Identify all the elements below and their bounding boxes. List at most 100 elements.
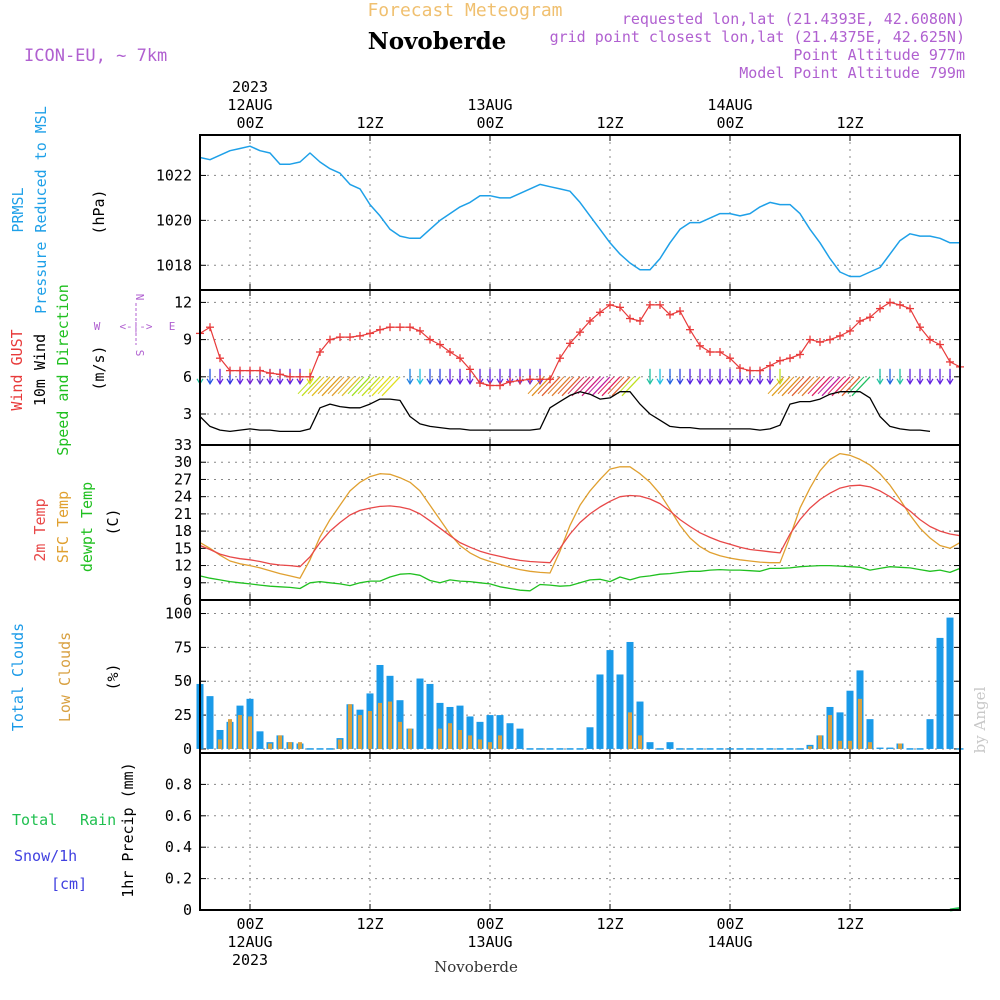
wind-barb [357,376,375,395]
clouds-ytick-label: 50 [174,672,192,690]
clouds-ytick-label: 75 [174,638,192,656]
wind-barb-head [246,378,254,385]
wind-barb [811,376,831,397]
total-cloud-bar [596,674,604,749]
low-cloud-bar [228,719,232,749]
wind-barb-head [886,378,894,385]
low-cloud-bar [638,735,642,749]
wind-barb [341,376,361,397]
pressure-label-unit: (hPa) [90,189,108,234]
cloud-label-unit: (%) [104,663,122,690]
wind-barb-head [666,378,674,385]
low-cloud-bar [248,716,252,749]
low-cloud-bar [348,704,352,749]
wind-barb [567,376,585,395]
total-cloud-bar [496,715,504,749]
low-cloud-bar [498,735,502,749]
total-cloud-bar [516,728,524,749]
wind-barb [577,376,595,395]
wind-barb-head [726,378,734,385]
low-cloud-bar [298,742,302,749]
precip-label-total: Total [12,811,57,829]
wind-barb-head [536,378,544,385]
wind-barb [587,376,605,395]
low-cloud-bar [408,728,412,749]
low-cloud-bar [488,742,492,749]
footer-location: Novoberde [434,958,518,976]
total-cloud-bar [866,719,874,749]
wind-compass: N S W E <-|-> [94,294,176,357]
wind-barb-head [926,378,934,385]
wind-barb [381,376,401,397]
requested-coords: requested lon,lat (21.4393E, 42.6080N) [622,10,965,28]
wind-barb [307,376,325,395]
wind-barb-head [416,378,424,385]
temp-ytick-label: 18 [174,522,192,540]
total-cloud-bar [206,696,214,749]
total-cloud-bar [486,715,494,749]
wind-barb-head [446,378,454,385]
clouds-ytick-label: 25 [174,706,192,724]
total-cloud-bar [836,712,844,749]
total-cloud-bar [466,716,474,749]
wind-barb [331,376,351,397]
low-cloud-bar [438,728,442,749]
wind-barb [547,376,565,395]
wind-barb-head [676,378,684,385]
wind-barb [617,376,635,395]
wind-barb [347,376,365,395]
wind-barb [351,376,371,397]
wind-barb-head [756,378,764,385]
low-cloud-bar [268,743,272,749]
wind-barb-head [456,378,464,385]
wind-label-dir: Speed and Direction [54,284,72,456]
low-cloud-bar [368,711,372,749]
total-cloud-bar [616,674,624,749]
temp-label-2m: 2m Temp [31,498,49,561]
bottom-time-label: 00Z [476,915,503,933]
wind-ytick-label: 9 [183,331,192,349]
precip-label-unit: 1hr Precip (mm) [119,762,137,897]
top-time-label: 00Z [236,114,263,132]
total-cloud-bar [416,678,424,749]
wind-barb [767,376,785,395]
wind-barb-head [736,378,744,385]
wind-barb-head [716,378,724,385]
total-cloud-bar [946,617,954,749]
wind-barb [837,376,855,395]
total-cloud-bar [636,701,644,749]
temp-label-dewpt: dewpt Temp [78,482,96,572]
wind-barb [771,376,791,397]
wind-barb-head [906,378,914,385]
compass-cross: <-|-> [119,320,152,333]
low-cloud-bar [898,743,902,749]
wind-barb-head [686,378,694,385]
temp-label-sfc: SFC Temp [54,491,72,563]
total-cloud-bar [886,747,894,749]
low-cloud-bar [808,746,812,749]
sfc-temp-line [199,452,961,579]
wind-ytick-label: 3 [183,405,192,423]
low-cloud-bar [478,739,482,749]
wind-barb [787,376,805,395]
chart-title: Forecast Meteogram [367,0,562,21]
wind-barb [561,376,581,397]
wind-barb [337,376,355,395]
wind-barb [777,376,795,395]
gust-line [199,301,961,387]
wind-barb [821,376,841,397]
temp-ytick-label: 12 [174,557,192,575]
pressure-frame [199,134,961,291]
wind-barb-head [256,378,264,385]
precip-frame [199,752,961,911]
temp-ytick-label: 24 [174,488,192,506]
bottom-time-label: 12Z [356,915,383,933]
cloud-label-low: Low Clouds [56,632,74,722]
wind-barb-head [696,378,704,385]
wind-barb-head [286,378,294,385]
temp-label-unit: (C) [104,508,122,535]
wind-barb-head [936,378,944,385]
wind-barb [551,376,571,397]
wind-barb [827,376,845,395]
total-cloud-bar [666,742,674,749]
